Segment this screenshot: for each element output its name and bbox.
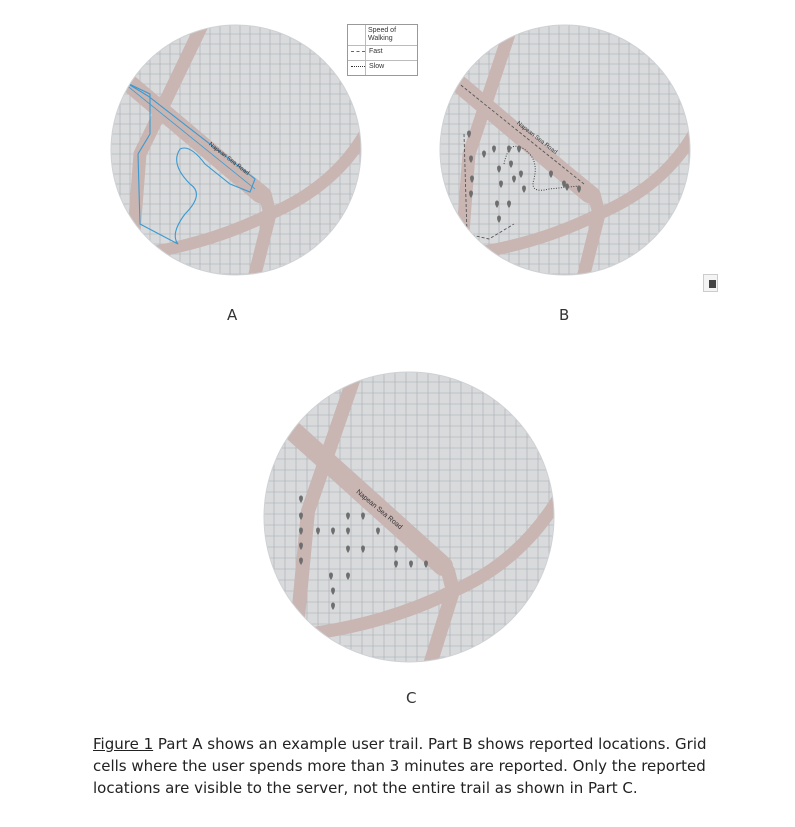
location-pin-icon: [331, 602, 335, 610]
dashed-trail-fast: [463, 133, 515, 240]
edge-widget-mark: [709, 280, 716, 288]
location-pin-icon: [346, 572, 350, 580]
panel-b-letter: B: [559, 306, 570, 324]
location-pin-icon: [517, 145, 521, 153]
location-pin-icon: [409, 560, 413, 568]
location-pin-icon: [467, 130, 471, 138]
location-pin-icon: [346, 527, 350, 535]
user-trail-road-edge: [124, 83, 256, 190]
location-pin-icon: [346, 545, 350, 553]
speed-legend: Speed of Walking Fast Slow: [347, 24, 418, 76]
legend-swatch-slow: [351, 66, 365, 67]
edge-widget-icon[interactable]: [703, 274, 718, 292]
location-pin-icon: [469, 190, 473, 198]
reported-locations: [299, 495, 428, 610]
location-pin-icon: [299, 557, 303, 565]
location-pin-icon: [424, 560, 428, 568]
location-pin-icon: [376, 527, 380, 535]
road-network: [450, 25, 690, 275]
location-pin-icon: [577, 185, 581, 193]
legend-label-fast: Fast: [369, 48, 383, 55]
location-pin-icon: [394, 545, 398, 553]
legend-row-fast: Fast: [348, 45, 417, 58]
location-pin-icon: [299, 542, 303, 550]
location-pin-icon: [549, 170, 553, 178]
legend-row-slow: Slow: [348, 60, 417, 73]
legend-label-slow: Slow: [369, 63, 385, 70]
location-pin-icon: [346, 512, 350, 520]
location-pin-icon: [497, 165, 501, 173]
legend-swatch-fast: [351, 51, 365, 52]
location-pin-icon: [507, 200, 511, 208]
location-pin-icon: [507, 145, 511, 153]
panel-b-map: Napean Sea Road: [439, 24, 691, 276]
location-pin-icon: [329, 572, 333, 580]
caption-text: Part A shows an example user trail. Part…: [93, 735, 707, 797]
panel-c-map: Napean Sea Road: [263, 371, 555, 663]
panel-c-letter: C: [406, 689, 417, 707]
location-pin-icon: [299, 527, 303, 535]
location-pin-icon: [299, 512, 303, 520]
legend-title: Speed of Walking: [368, 27, 397, 42]
figure-reference-link[interactable]: Figure 1: [93, 735, 154, 753]
dashed-trail-fast: [456, 81, 585, 185]
location-pin-icon: [299, 495, 303, 503]
location-pin-icon: [316, 527, 320, 535]
location-pin-icon: [495, 200, 499, 208]
location-pin-icon: [492, 145, 496, 153]
panel-a-letter: A: [227, 306, 238, 324]
location-pin-icon: [470, 175, 474, 183]
figure-caption: Figure 1 Part A shows an example user tr…: [93, 733, 733, 799]
location-pin-icon: [469, 155, 473, 163]
location-pin-icon: [331, 527, 335, 535]
location-pin-icon: [361, 512, 365, 520]
location-pin-icon: [331, 587, 335, 595]
location-pin-icon: [519, 170, 523, 178]
location-pin-icon: [394, 560, 398, 568]
location-pin-icon: [565, 183, 569, 191]
location-pin-icon: [499, 180, 503, 188]
location-pin-icon: [482, 150, 486, 158]
location-pin-icon: [361, 545, 365, 553]
location-pin-icon: [522, 185, 526, 193]
location-pin-icon: [509, 160, 513, 168]
legend-divider: [365, 25, 366, 75]
location-pin-icon: [562, 180, 566, 188]
panel-a-map: Napean Sea Road: [110, 24, 362, 276]
location-pin-icon: [497, 215, 501, 223]
reported-locations: [467, 130, 581, 223]
user-trail: [124, 81, 256, 245]
location-pin-icon: [512, 175, 516, 183]
